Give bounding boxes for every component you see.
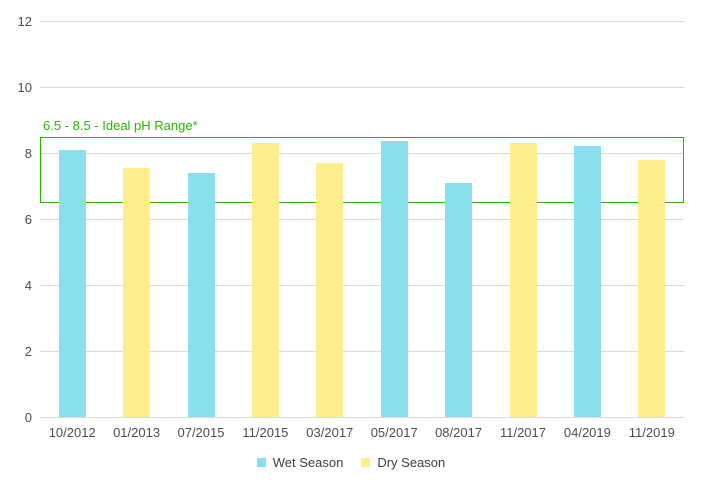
x-tick-label: 11/2019 xyxy=(628,425,675,440)
bar-dry-season-11-2017[interactable] xyxy=(509,143,537,417)
gridline xyxy=(40,351,684,352)
gridline xyxy=(40,21,684,22)
legend-item-wet-season[interactable]: Wet Season xyxy=(256,455,344,470)
gridline xyxy=(40,87,684,88)
x-tick-label: 11/2015 xyxy=(242,425,289,440)
bar-wet-season-08-2017[interactable] xyxy=(445,182,473,417)
x-tick-label: 11/2017 xyxy=(499,425,546,440)
x-tick-label: 10/2012 xyxy=(48,425,96,440)
gridline xyxy=(40,153,684,154)
bar-dry-season-11-2015[interactable] xyxy=(251,143,279,417)
y-tick-label: 8 xyxy=(24,146,32,161)
x-tick-label: 04/2019 xyxy=(563,425,611,440)
y-tick-label: 0 xyxy=(24,410,32,425)
gridline xyxy=(40,219,684,220)
legend: Wet Season Dry Season xyxy=(0,455,702,470)
x-tick-label: 01/2013 xyxy=(113,425,161,440)
bar-dry-season-03-2017[interactable] xyxy=(316,162,344,417)
legend-item-dry-season[interactable]: Dry Season xyxy=(361,455,445,470)
bar-wet-season-07-2015[interactable] xyxy=(187,172,215,417)
y-tick-label: 10 xyxy=(17,80,32,95)
bar-wet-season-10-2012[interactable] xyxy=(58,149,86,417)
bar-dry-season-01-2013[interactable] xyxy=(123,167,151,417)
x-tick-label: 05/2017 xyxy=(370,425,418,440)
x-tick-label: 03/2017 xyxy=(306,425,354,440)
y-tick-label: 6 xyxy=(24,212,32,227)
y-tick-label: 4 xyxy=(24,278,32,293)
ideal-ph-range-band xyxy=(40,136,684,203)
y-tick-label: 2 xyxy=(24,344,32,359)
gridline xyxy=(40,417,684,418)
y-tick-label: 12 xyxy=(17,14,32,29)
ideal-ph-range-label: 6.5 - 8.5 - Ideal pH Range* xyxy=(43,117,198,133)
bar-dry-season-11-2019[interactable] xyxy=(638,159,666,417)
legend-label-dry-season: Dry Season xyxy=(377,455,446,470)
gridline xyxy=(40,285,684,286)
x-tick-label: 07/2015 xyxy=(177,425,225,440)
wet-season-swatch-icon xyxy=(256,458,266,467)
dry-season-swatch-icon xyxy=(361,458,371,467)
bar-wet-season-05-2017[interactable] xyxy=(380,141,408,417)
legend-label-wet-season: Wet Season xyxy=(272,455,344,470)
bar-wet-season-04-2019[interactable] xyxy=(573,146,601,417)
x-tick-label: 08/2017 xyxy=(435,425,483,440)
